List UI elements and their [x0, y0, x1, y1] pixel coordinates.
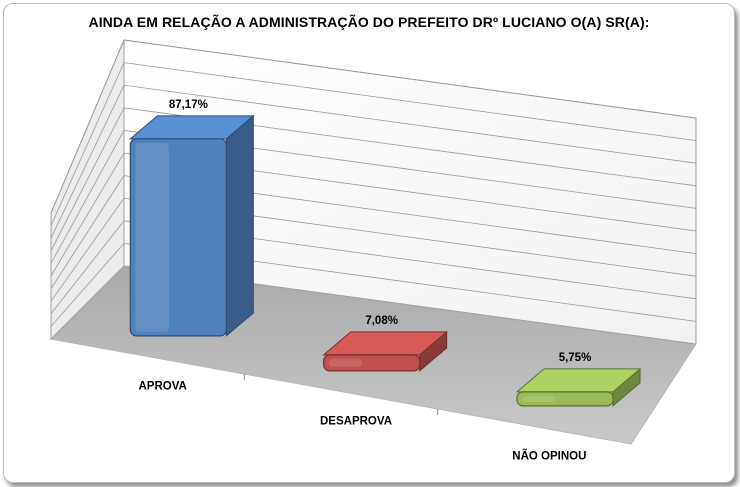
data-label: 87,17% [169, 99, 208, 111]
category-label: DESAPROVA [320, 416, 392, 428]
category-label: NÃO OPINOU [512, 450, 586, 463]
data-label: 7,08% [365, 315, 398, 327]
gridline [50, 84, 697, 239]
gridline [50, 62, 697, 226]
bar-n-o-opinou [515, 367, 642, 407]
gridline [50, 39, 697, 214]
gridline [50, 242, 697, 327]
gridline [50, 107, 697, 251]
chart-title: AINDA EM RELAÇÃO A ADMINISTRAÇÃO DO PREF… [88, 14, 650, 30]
chart-frame: AINDA EM RELAÇÃO A ADMINISTRAÇÃO DO PREF… [3, 3, 735, 483]
data-label: 5,75% [559, 352, 592, 364]
gridline [50, 197, 697, 302]
category-label: APROVA [138, 381, 186, 393]
gridline [50, 175, 697, 289]
gridline [50, 152, 697, 277]
gridline [50, 220, 697, 315]
gridline [50, 129, 697, 264]
bar-desaprova [322, 330, 449, 372]
chart-plot: 87,17% APROVA 7,08% DESAPROVA 5,75% NÃO OPINO… [49, 39, 697, 463]
bar-aprova [128, 114, 255, 337]
